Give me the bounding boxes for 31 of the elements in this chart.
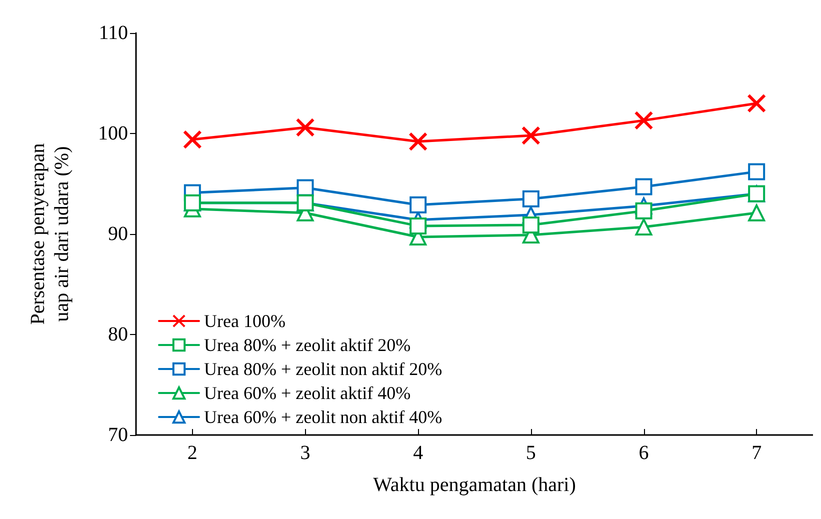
point xyxy=(522,190,540,208)
legend-label: Urea 60% + zeolit aktif 40% xyxy=(204,383,411,403)
y-tick-label: 80 xyxy=(108,324,128,346)
x-tick-label: 2 xyxy=(187,442,198,464)
x-tick-label: 3 xyxy=(300,442,310,464)
point xyxy=(634,110,654,130)
legend-label: Urea 100% xyxy=(204,311,286,331)
x-tick-label: 7 xyxy=(752,442,762,464)
point xyxy=(296,118,315,137)
x-tick-label: 5 xyxy=(526,442,536,464)
legend-label: Urea 80% + zeolit aktif 20% xyxy=(204,335,411,355)
point xyxy=(410,217,427,234)
legend-label: Urea 60% + zeolit non aktif 40% xyxy=(204,407,442,427)
y-tick-label: 70 xyxy=(108,424,128,446)
point xyxy=(182,130,202,150)
point xyxy=(521,126,540,146)
point xyxy=(748,163,766,180)
point xyxy=(747,94,766,113)
y-tick-label: 90 xyxy=(108,223,128,245)
point xyxy=(635,178,652,196)
point xyxy=(522,216,540,234)
x-tick-label: 4 xyxy=(413,442,424,464)
legend-label: Urea 80% + zeolit non aktif 20% xyxy=(204,359,442,379)
x-axis-title: Waktu pengamatan (hari) xyxy=(373,474,576,496)
point xyxy=(408,132,428,152)
x-tick-label: 6 xyxy=(638,442,649,464)
y-axis-title: Persentase penyerapan uap air dari udara (%) xyxy=(27,143,73,325)
point xyxy=(410,196,427,214)
y-tick-label: 100 xyxy=(98,122,128,144)
point xyxy=(635,202,652,220)
y-tick-label: 110 xyxy=(98,22,128,44)
